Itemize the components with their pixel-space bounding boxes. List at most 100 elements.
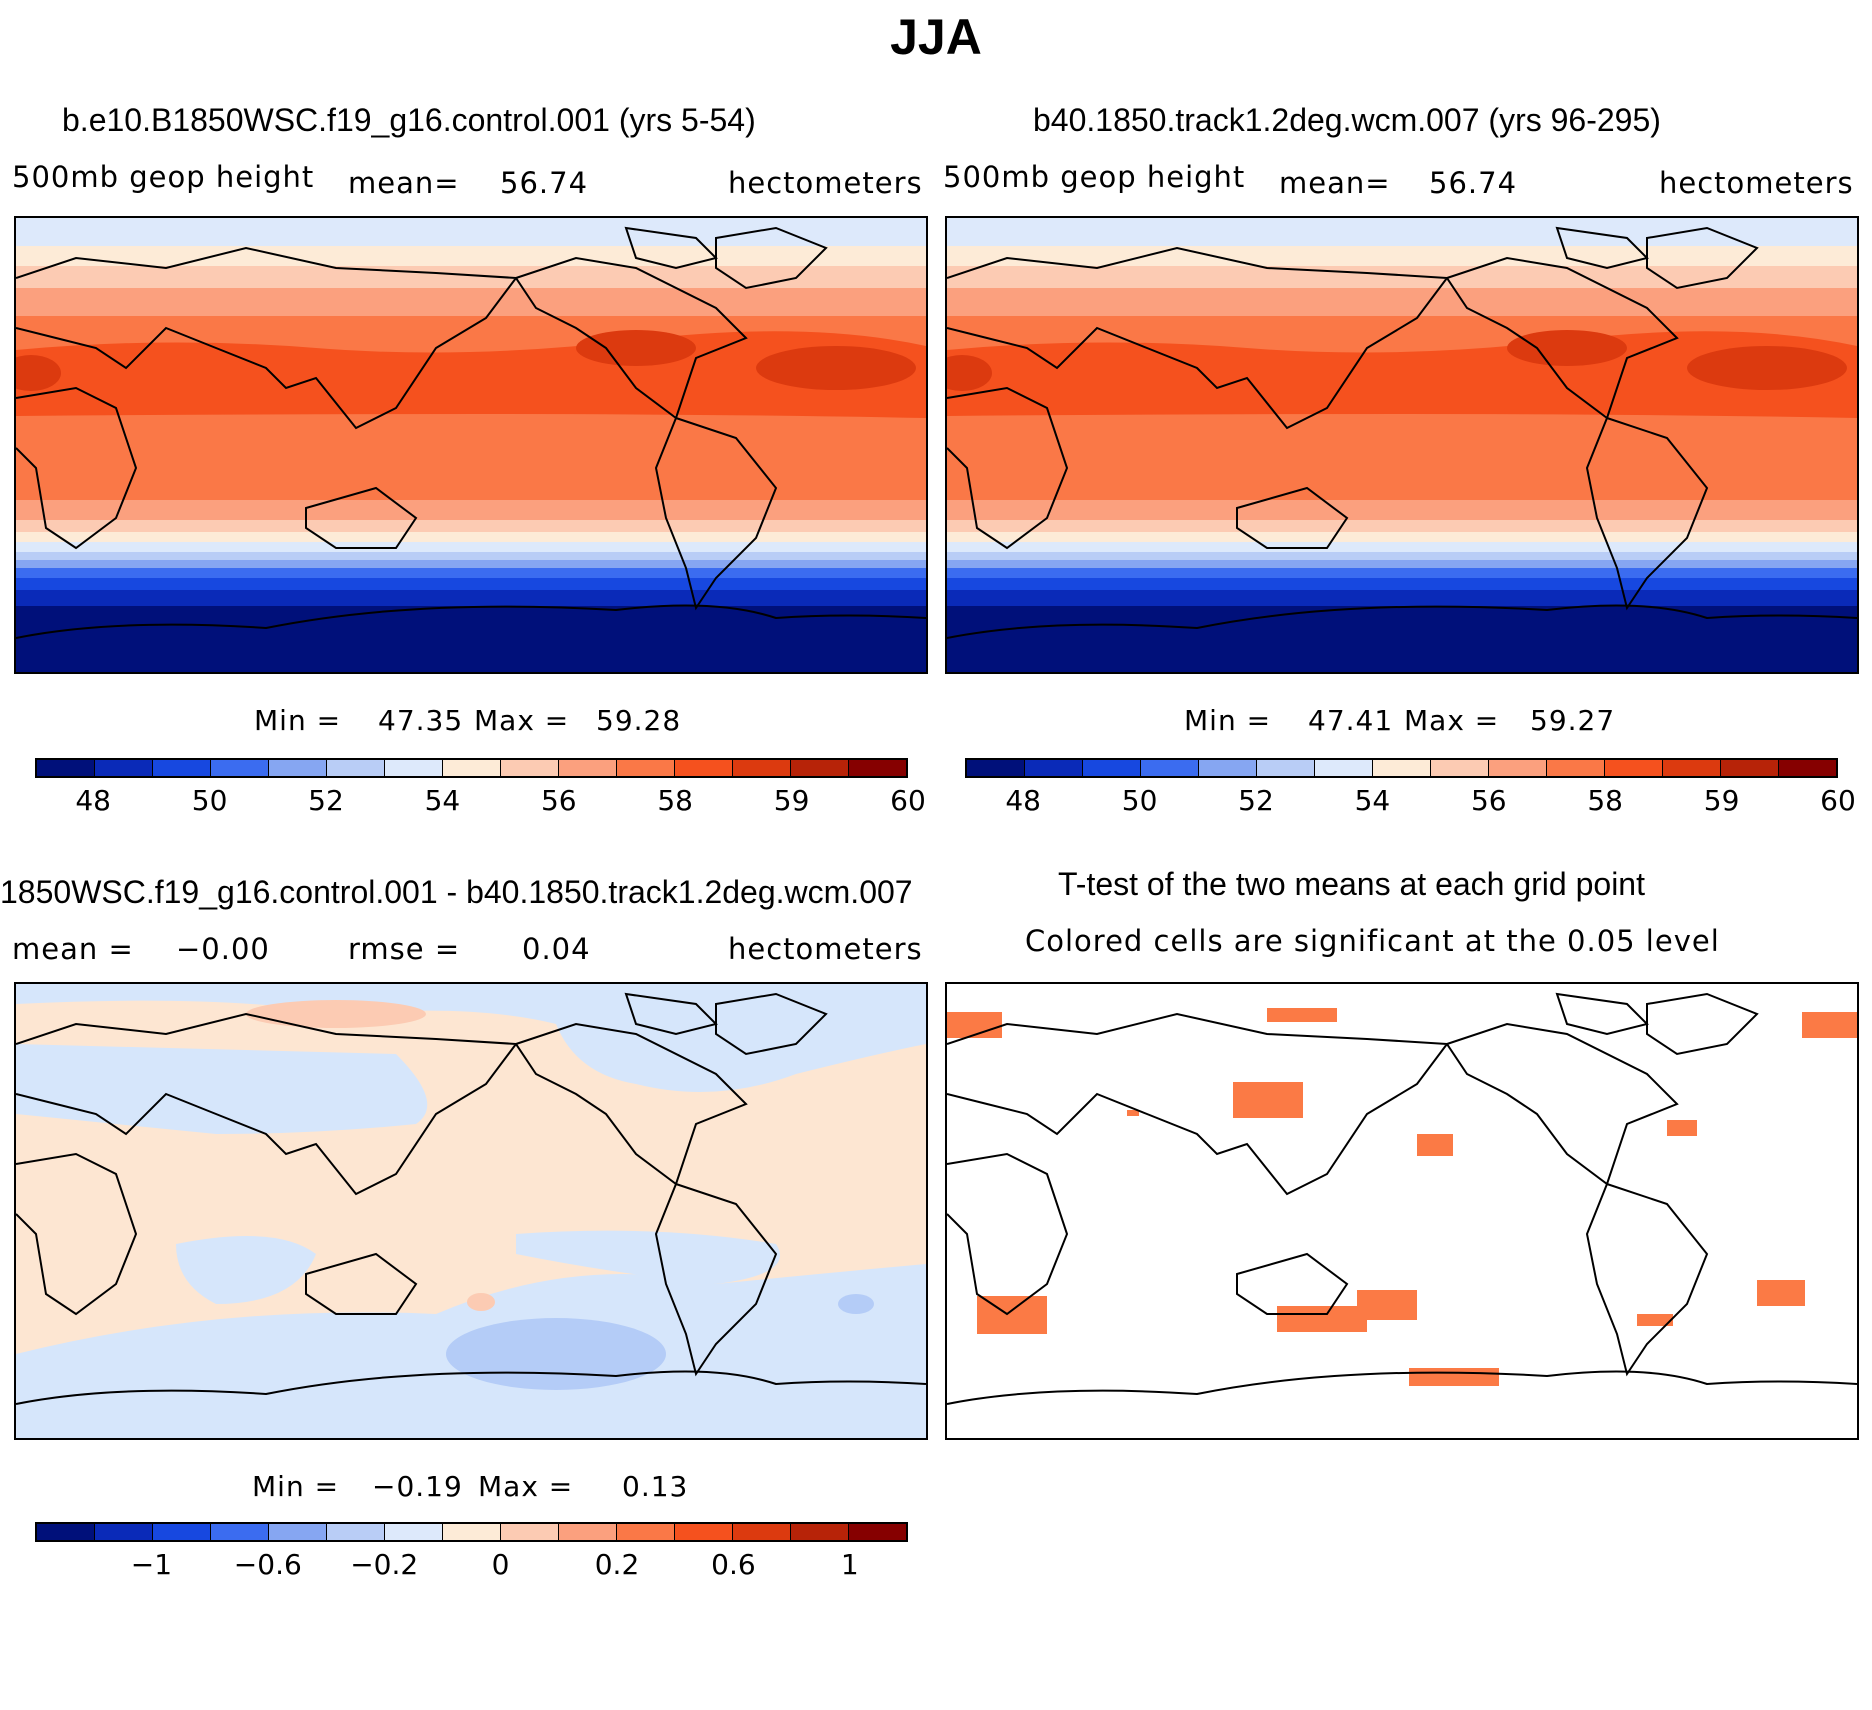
colorbar-swatch: [1663, 760, 1721, 776]
colorbar-swatch: [1605, 760, 1663, 776]
colorbar-swatch: [153, 1524, 211, 1540]
colorbar-tick-label: 52: [308, 784, 344, 817]
colorbar-swatch: [1025, 760, 1083, 776]
panel3-min-label: Min =: [252, 1470, 340, 1503]
colorbar-swatch: [37, 1524, 95, 1540]
colorbar-swatch: [37, 760, 95, 776]
colorbar-swatch: [1141, 760, 1199, 776]
panel1-map: [14, 216, 928, 674]
colorbar-tick-label: 48: [75, 784, 112, 817]
panel3-title: 1850WSC.f19_g16.control.001 - b40.1850.t…: [0, 874, 913, 910]
colorbar-swatch: [327, 1524, 385, 1540]
panel1-colorbar: [35, 758, 908, 778]
colorbar-swatch: [1489, 760, 1547, 776]
colorbar-swatch: [95, 760, 153, 776]
colorbar-swatch: [269, 760, 327, 776]
panel2-units: hectometers: [1659, 166, 1854, 200]
colorbar-swatch: [559, 1524, 617, 1540]
panel3-max-label: Max =: [478, 1470, 574, 1503]
colorbar-swatch: [791, 1524, 849, 1540]
panel2-map: [945, 216, 1859, 674]
colorbar-tick-label: 50: [1121, 784, 1158, 817]
colorbar-tick-label: −0.6: [233, 1548, 302, 1581]
colorbar-swatch: [1315, 760, 1373, 776]
colorbar-swatch: [1721, 760, 1779, 776]
colorbar-swatch: [1373, 760, 1431, 776]
colorbar-tick-label: 1: [840, 1548, 859, 1581]
panel2-mean-label: mean=: [1279, 166, 1391, 200]
colorbar-tick-label: 56: [540, 784, 577, 817]
colorbar-swatch: [791, 760, 849, 776]
colorbar-tick-label: 60: [890, 784, 926, 817]
colorbar-tick-label: 58: [1587, 784, 1624, 817]
panel1-mean-label: mean=: [348, 166, 460, 200]
colorbar-swatch: [617, 1524, 675, 1540]
panel3-mean-label: mean =: [12, 932, 134, 966]
colorbar-tick-label: −1: [130, 1548, 173, 1581]
colorbar-swatch: [849, 1524, 906, 1540]
panel2-title: b40.1850.track1.2deg.wcm.007 (yrs 96-295…: [1033, 102, 1661, 138]
colorbar-tick-label: 48: [1005, 784, 1042, 817]
colorbar-tick-label: 52: [1238, 784, 1274, 817]
colorbar-tick-label: 58: [657, 784, 694, 817]
colorbar-swatch: [1083, 760, 1141, 776]
panel3-colorbar: [35, 1522, 908, 1542]
colorbar-swatch: [733, 1524, 791, 1540]
colorbar-swatch: [211, 1524, 269, 1540]
colorbar-swatch: [849, 760, 906, 776]
panel2-min-label: Min =: [1184, 704, 1272, 737]
colorbar-swatch: [443, 760, 501, 776]
colorbar-tick-label: −0.2: [350, 1548, 419, 1581]
panel2-max-label: Max =: [1404, 704, 1500, 737]
panel2-variable: 500mb geop height: [943, 160, 1246, 194]
panel1-units: hectometers: [728, 166, 923, 200]
panel2-colorbar: [965, 758, 1838, 778]
panel1-variable: 500mb geop height: [12, 160, 315, 194]
panel1-max-label: Max =: [474, 704, 570, 737]
colorbar-tick-label: 60: [1820, 784, 1856, 817]
colorbar-swatch: [501, 760, 559, 776]
colorbar-swatch: [153, 760, 211, 776]
panel3-rmse-label: rmse =: [348, 932, 461, 966]
colorbar-swatch: [385, 760, 443, 776]
panel1-min-value: 47.35: [378, 704, 464, 737]
panel3-map: [14, 982, 928, 1440]
panel3-min-value: −0.19: [372, 1470, 463, 1503]
panel2-mean-value: 56.74: [1429, 166, 1518, 200]
colorbar-swatch: [95, 1524, 153, 1540]
panel4-title: T-test of the two means at each grid poi…: [1058, 866, 1645, 902]
panel2-max-value: 59.27: [1530, 704, 1616, 737]
colorbar-swatch: [1257, 760, 1315, 776]
colorbar-swatch: [269, 1524, 327, 1540]
colorbar-swatch: [443, 1524, 501, 1540]
colorbar-swatch: [501, 1524, 559, 1540]
colorbar-swatch: [967, 760, 1025, 776]
colorbar-tick-label: 50: [191, 784, 228, 817]
colorbar-swatch: [1199, 760, 1257, 776]
colorbar-swatch: [733, 760, 791, 776]
colorbar-tick-label: 59: [1703, 784, 1740, 817]
panel2-min-value: 47.41: [1308, 704, 1394, 737]
colorbar-tick-label: 0: [491, 1548, 510, 1581]
panel1-mean-value: 56.74: [500, 166, 589, 200]
panel3-max-value: 0.13: [622, 1470, 689, 1503]
colorbar-tick-label: 0.2: [594, 1548, 640, 1581]
colorbar-tick-label: 0.6: [711, 1548, 756, 1581]
colorbar-tick-label: 54: [1354, 784, 1391, 817]
colorbar-swatch: [1431, 760, 1489, 776]
colorbar-swatch: [211, 760, 269, 776]
colorbar-swatch: [675, 1524, 733, 1540]
panel3-units: hectometers: [728, 932, 923, 966]
colorbar-swatch: [559, 760, 617, 776]
panel3-rmse-value: 0.04: [522, 932, 591, 966]
colorbar-tick-label: 56: [1470, 784, 1507, 817]
panel1-max-value: 59.28: [596, 704, 682, 737]
panel4-subtitle: Colored cells are significant at the 0.0…: [1025, 924, 1720, 958]
colorbar-swatch: [385, 1524, 443, 1540]
colorbar-tick-label: 54: [424, 784, 461, 817]
colorbar-swatch: [1547, 760, 1605, 776]
colorbar-swatch: [675, 760, 733, 776]
panel1-min-label: Min =: [254, 704, 342, 737]
colorbar-tick-label: 59: [773, 784, 810, 817]
panel4-map: [945, 982, 1859, 1440]
